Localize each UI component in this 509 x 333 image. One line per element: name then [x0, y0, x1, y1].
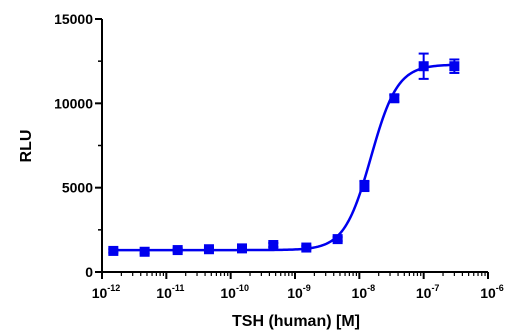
data-point — [418, 52, 429, 80]
x-axis: 10-12 10-11 10-10 10-9 10-8 10-7 10-6 — [92, 271, 504, 301]
y-tick-label: 0 — [85, 264, 93, 280]
data-marker — [359, 180, 370, 191]
data-point — [301, 242, 312, 253]
data-marker — [418, 61, 429, 72]
x-tick-label: 10-6 — [480, 283, 504, 301]
y-axis-title: RLU — [18, 130, 35, 163]
data-marker — [268, 240, 279, 251]
y-axis: 0 5000 10000 15000 — [54, 11, 103, 280]
data-point — [449, 58, 460, 74]
data-point — [236, 243, 247, 254]
data-marker — [389, 93, 400, 104]
x-tick-label: 10-12 — [92, 283, 121, 301]
data-point — [139, 246, 150, 257]
data-marker — [172, 245, 183, 256]
data-point — [332, 234, 343, 245]
data-marker — [449, 61, 460, 72]
data-marker — [236, 243, 247, 254]
y-tick-label: 15000 — [54, 11, 93, 27]
data-points-group — [108, 52, 460, 257]
data-marker — [108, 245, 119, 256]
data-point — [203, 244, 214, 255]
x-tick-label: 10-7 — [416, 283, 440, 301]
data-marker — [203, 244, 214, 255]
x-tick-label: 10-8 — [352, 283, 376, 301]
y-tick-label: 10000 — [54, 95, 93, 111]
data-marker — [301, 242, 312, 253]
data-point — [389, 93, 400, 104]
data-marker — [332, 234, 343, 245]
x-tick-label: 10-11 — [156, 283, 184, 301]
data-point — [108, 245, 119, 256]
data-point — [359, 179, 370, 193]
data-point — [268, 240, 279, 251]
x-tick-label: 10-10 — [220, 283, 249, 301]
data-marker — [139, 246, 150, 257]
y-tick-label: 5000 — [62, 180, 93, 196]
fit-curve — [113, 63, 455, 252]
data-point — [172, 245, 183, 256]
x-tick-label: 10-9 — [287, 283, 311, 301]
fit-curve-group — [113, 63, 455, 252]
x-axis-title: TSH (human) [M] — [232, 313, 360, 330]
